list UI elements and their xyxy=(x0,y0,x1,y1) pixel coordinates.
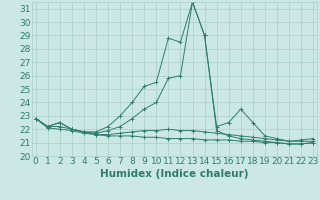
X-axis label: Humidex (Indice chaleur): Humidex (Indice chaleur) xyxy=(100,169,249,179)
